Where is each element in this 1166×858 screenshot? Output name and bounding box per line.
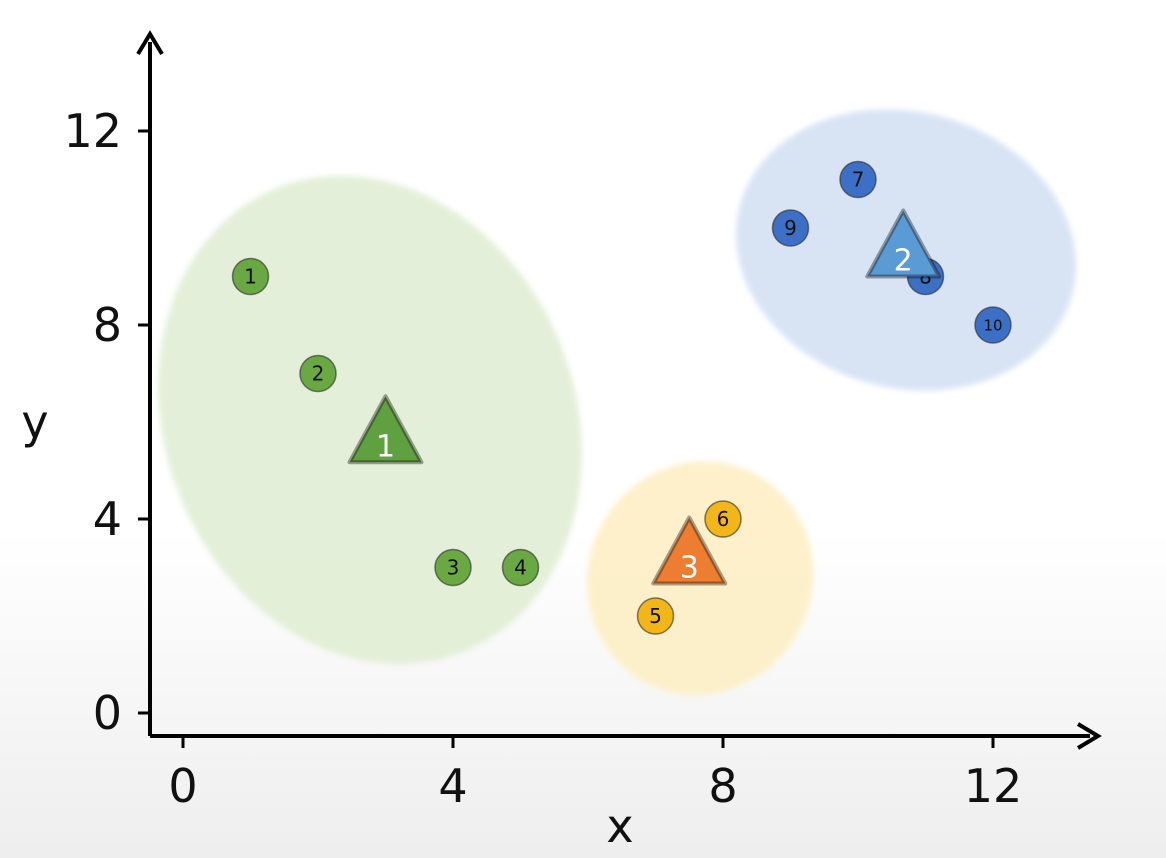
data-point-10 bbox=[974, 306, 1012, 344]
data-point-6 bbox=[704, 500, 742, 538]
data-point-1 bbox=[231, 257, 270, 296]
axes bbox=[136, 30, 1102, 750]
y-axis-arrow bbox=[136, 30, 164, 56]
y-tick-label-3: 12 bbox=[63, 104, 122, 158]
centroids: 1 2 3 bbox=[347, 208, 942, 586]
data-point-label-7: 7 bbox=[852, 168, 865, 192]
centroid-1 bbox=[347, 394, 424, 465]
cluster-region-1 bbox=[158, 175, 582, 665]
axis-ticks bbox=[138, 129, 995, 748]
x-tick-label-1: 4 bbox=[438, 759, 467, 813]
data-point-2 bbox=[299, 354, 337, 393]
data-point-9 bbox=[771, 209, 810, 247]
data-point-5 bbox=[636, 597, 675, 635]
cluster-regions bbox=[158, 109, 1076, 695]
centroid-label-3: 3 bbox=[680, 551, 699, 586]
centroid-2 bbox=[865, 208, 942, 279]
data-point-label-1: 1 bbox=[244, 265, 257, 289]
x-axis-title: x bbox=[606, 799, 633, 853]
data-point-label-5: 5 bbox=[649, 604, 662, 628]
y-tick-label-2: 8 bbox=[93, 298, 122, 352]
x-tick-label-0: 0 bbox=[168, 759, 197, 813]
x-tick-label-3: 12 bbox=[964, 759, 1023, 813]
data-point-label-6: 6 bbox=[717, 507, 730, 531]
data-point-label-10: 10 bbox=[983, 316, 1002, 334]
data-point-3 bbox=[434, 548, 472, 587]
centroid-3 bbox=[651, 515, 728, 586]
y-axis-title: y bbox=[21, 395, 48, 449]
data-point-7 bbox=[839, 160, 877, 199]
data-point-label-3: 3 bbox=[447, 556, 460, 580]
data-points: 12347981065 bbox=[231, 160, 1012, 635]
data-point-label-2: 2 bbox=[312, 362, 325, 386]
data-point-4 bbox=[501, 548, 540, 587]
y-tick-label-0: 0 bbox=[93, 686, 122, 740]
x-tick-label-2: 8 bbox=[708, 759, 737, 813]
x-axis-arrow bbox=[1076, 722, 1102, 750]
centroid-label-1: 1 bbox=[376, 429, 395, 464]
data-point-label-4: 4 bbox=[514, 556, 527, 580]
centroid-label-2: 2 bbox=[894, 243, 913, 278]
data-point-label-9: 9 bbox=[784, 216, 797, 240]
y-tick-label-1: 4 bbox=[93, 492, 122, 546]
